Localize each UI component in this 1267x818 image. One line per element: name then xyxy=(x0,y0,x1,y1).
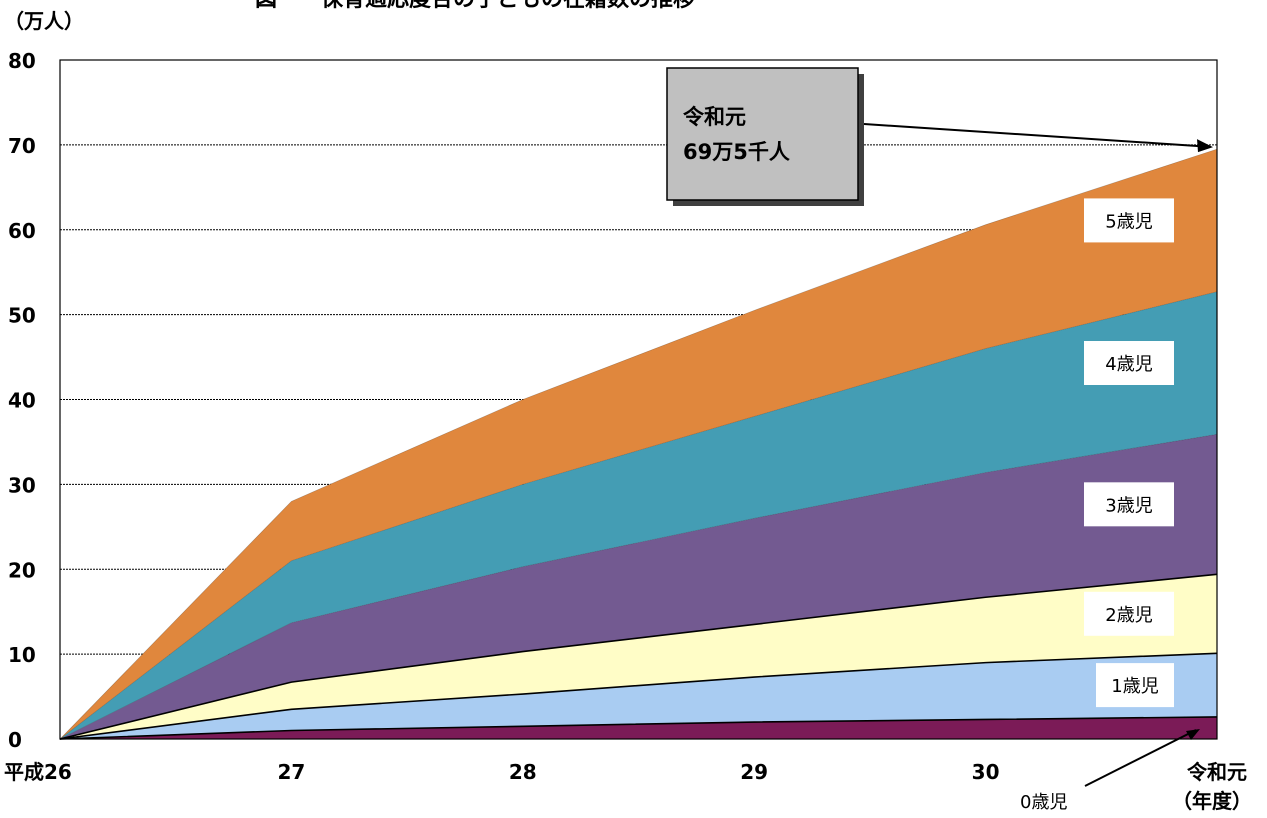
x-tick-label: 令和元 xyxy=(1187,760,1247,784)
series-boundary-2 xyxy=(59,573,1218,740)
series-label-2: 2歳児 xyxy=(1105,605,1152,626)
series-boundary-5 xyxy=(59,148,1218,740)
y-tick-label: 60 xyxy=(8,219,36,243)
series-boundary-3 xyxy=(59,434,1218,740)
y-tick-label: 20 xyxy=(8,558,36,582)
area-series-1 xyxy=(60,653,1217,739)
y-tick-label: 30 xyxy=(8,473,36,497)
series-boundary-1 xyxy=(59,652,1218,740)
series-label-box xyxy=(1084,482,1174,527)
area-series-2 xyxy=(60,574,1217,739)
callout-line-2: 69万5千人 xyxy=(683,140,790,164)
y-tick-label: 40 xyxy=(8,389,36,413)
stacked-areas xyxy=(60,149,1217,739)
series-label-3: 3歳児 xyxy=(1105,495,1152,516)
series-boundary-4 xyxy=(59,291,1218,740)
callout-box xyxy=(666,67,859,201)
plot-frame xyxy=(59,59,1218,740)
y-tick-label: 0 xyxy=(8,728,22,752)
arrow-head xyxy=(1186,728,1200,740)
y-axis-unit-label: （万人） xyxy=(4,9,84,33)
total-callout: 令和元 69万5千人 xyxy=(666,67,1213,206)
x-tick-label: 27 xyxy=(277,760,305,784)
y-tick-labels: 0 10 20 30 40 50 60 70 80 xyxy=(8,49,36,752)
series-label-box xyxy=(1084,198,1174,243)
area-series-4 xyxy=(60,291,1217,739)
series-label-box xyxy=(1096,663,1174,708)
series-label-5: 5歳児 xyxy=(1105,211,1152,232)
x-axis-unit-label: （年度） xyxy=(1172,789,1252,813)
area-series-3 xyxy=(60,434,1217,739)
x-tick-labels: 平成26 27 28 29 30 令和元 xyxy=(4,760,1247,784)
area-series-5 xyxy=(60,149,1217,739)
x-tick-label: 平成26 xyxy=(4,760,72,784)
y-tick-label: 10 xyxy=(8,643,36,667)
series-boundary-0 xyxy=(59,716,1218,740)
x-tick-label: 30 xyxy=(972,760,1000,784)
y-tick-label: 80 xyxy=(8,49,36,73)
area-series-0 xyxy=(60,716,1217,739)
x-tick-label: 29 xyxy=(740,760,768,784)
series-labels: 0歳児 1歳児 2歳児 3歳児 4歳児 5歳児 xyxy=(1020,198,1200,813)
series-label-0: 0歳児 xyxy=(1020,792,1067,813)
y-tick-label: 50 xyxy=(8,304,36,328)
chart-title: 図 保育適応度合の子どもの在籍数の推移 xyxy=(255,0,695,12)
series-label-4: 4歳児 xyxy=(1105,354,1152,375)
callout-arrow xyxy=(863,123,1200,148)
callout-arrow-head xyxy=(1197,139,1213,153)
x-tick-label: 28 xyxy=(509,760,537,784)
series-label-box xyxy=(1084,591,1174,636)
series-label-1: 1歳児 xyxy=(1111,676,1158,697)
series-label-box xyxy=(1084,341,1174,386)
axes xyxy=(59,59,1218,740)
callout-line-1: 令和元 xyxy=(683,105,746,129)
series-label-arrow xyxy=(1084,729,1197,787)
y-tick-label: 70 xyxy=(8,134,36,158)
series-boundary-lines xyxy=(59,148,1218,740)
